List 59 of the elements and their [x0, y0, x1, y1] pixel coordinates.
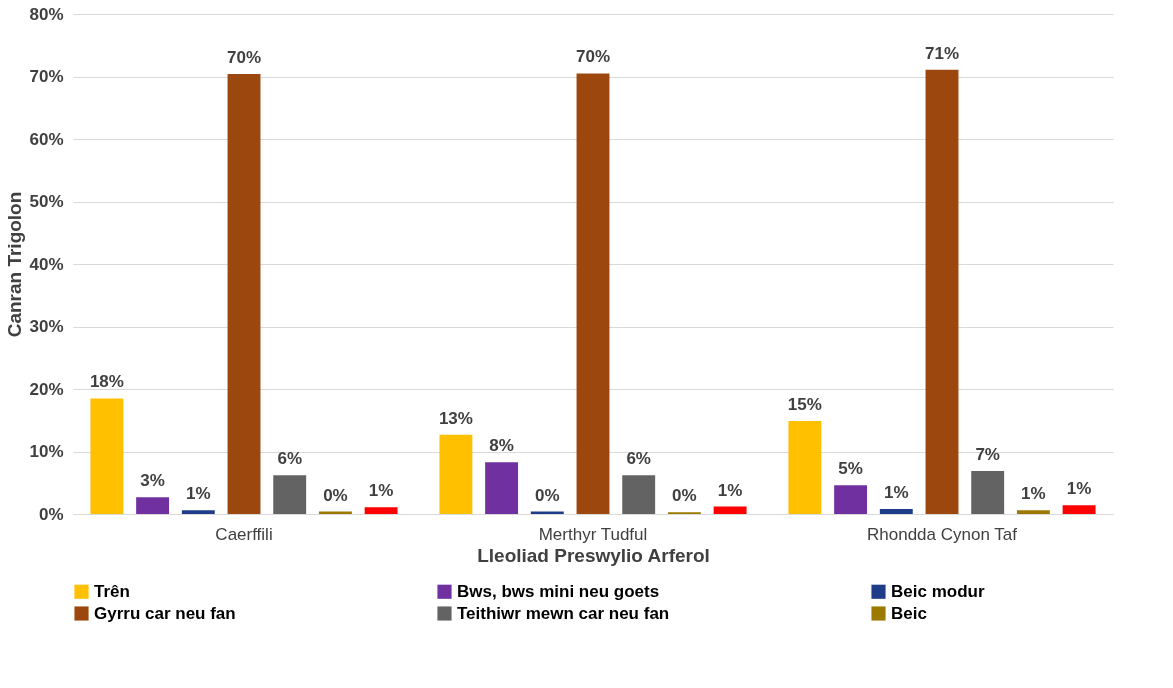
bar — [227, 74, 261, 514]
y-axis-title: Canran Trigolon — [4, 191, 26, 338]
data-label: 6% — [277, 449, 302, 469]
data-label: 70% — [575, 47, 611, 67]
data-label: 1% — [368, 481, 394, 501]
y-tick-label: 80% — [29, 4, 64, 24]
y-tick-label: 60% — [29, 129, 64, 149]
data-label: 1% — [884, 483, 909, 502]
y-tick-label: 0% — [38, 504, 64, 524]
bar — [576, 73, 610, 514]
x-axis-title: Lleoliad Preswylio Arferol — [477, 544, 710, 566]
data-label: 8% — [489, 436, 514, 456]
bar — [485, 462, 519, 514]
bar — [925, 69, 959, 514]
bar — [834, 485, 868, 514]
bar — [879, 509, 913, 514]
data-label: 6% — [626, 449, 651, 469]
legend-label: Teithiwr mewn car neu fan — [457, 603, 670, 623]
legend-label: Trên — [94, 581, 130, 601]
bar — [181, 510, 215, 514]
y-tick-label: 50% — [29, 192, 64, 211]
y-tick-label: 70% — [29, 67, 64, 86]
data-label: 1% — [717, 480, 743, 500]
data-label: 0% — [535, 485, 560, 505]
legend-label: Gyrru car neu fan — [94, 603, 236, 623]
bar — [1016, 510, 1050, 514]
data-label: 7% — [975, 444, 1000, 464]
data-label: 3% — [140, 471, 165, 491]
data-label: 15% — [787, 394, 822, 414]
data-label: 5% — [838, 459, 863, 479]
bar — [136, 497, 170, 514]
bar — [364, 507, 398, 514]
data-label: 1% — [186, 484, 211, 504]
y-tick-label: 10% — [29, 442, 64, 461]
x-tick-label: Caerffili — [215, 524, 273, 544]
data-label: 70% — [226, 48, 262, 67]
bar — [439, 434, 473, 514]
x-tick-label: Rhondda Cynon Taf — [867, 524, 1018, 544]
bar — [90, 398, 124, 514]
bar — [273, 475, 307, 514]
bar — [622, 475, 656, 514]
data-label: 13% — [438, 408, 473, 428]
data-label: 0% — [672, 486, 697, 506]
legend-label: Beic modur — [891, 581, 985, 601]
bar — [788, 420, 822, 514]
data-label: 71% — [924, 43, 960, 63]
bar — [713, 506, 747, 514]
data-label: 18% — [89, 372, 124, 392]
bar — [1062, 505, 1096, 514]
bar — [971, 470, 1005, 514]
x-tick-label: Merthyr Tudful — [538, 524, 648, 544]
data-label: 1% — [1021, 484, 1046, 504]
y-tick-label: 40% — [29, 254, 64, 274]
data-label: 0% — [323, 485, 348, 505]
y-tick-label: 30% — [29, 317, 64, 336]
legend-label: Bws, bws mini neu goets — [457, 581, 660, 601]
legend-label: Beic — [891, 603, 927, 623]
data-label: 1% — [1066, 479, 1092, 499]
y-tick-label: 20% — [29, 379, 64, 399]
